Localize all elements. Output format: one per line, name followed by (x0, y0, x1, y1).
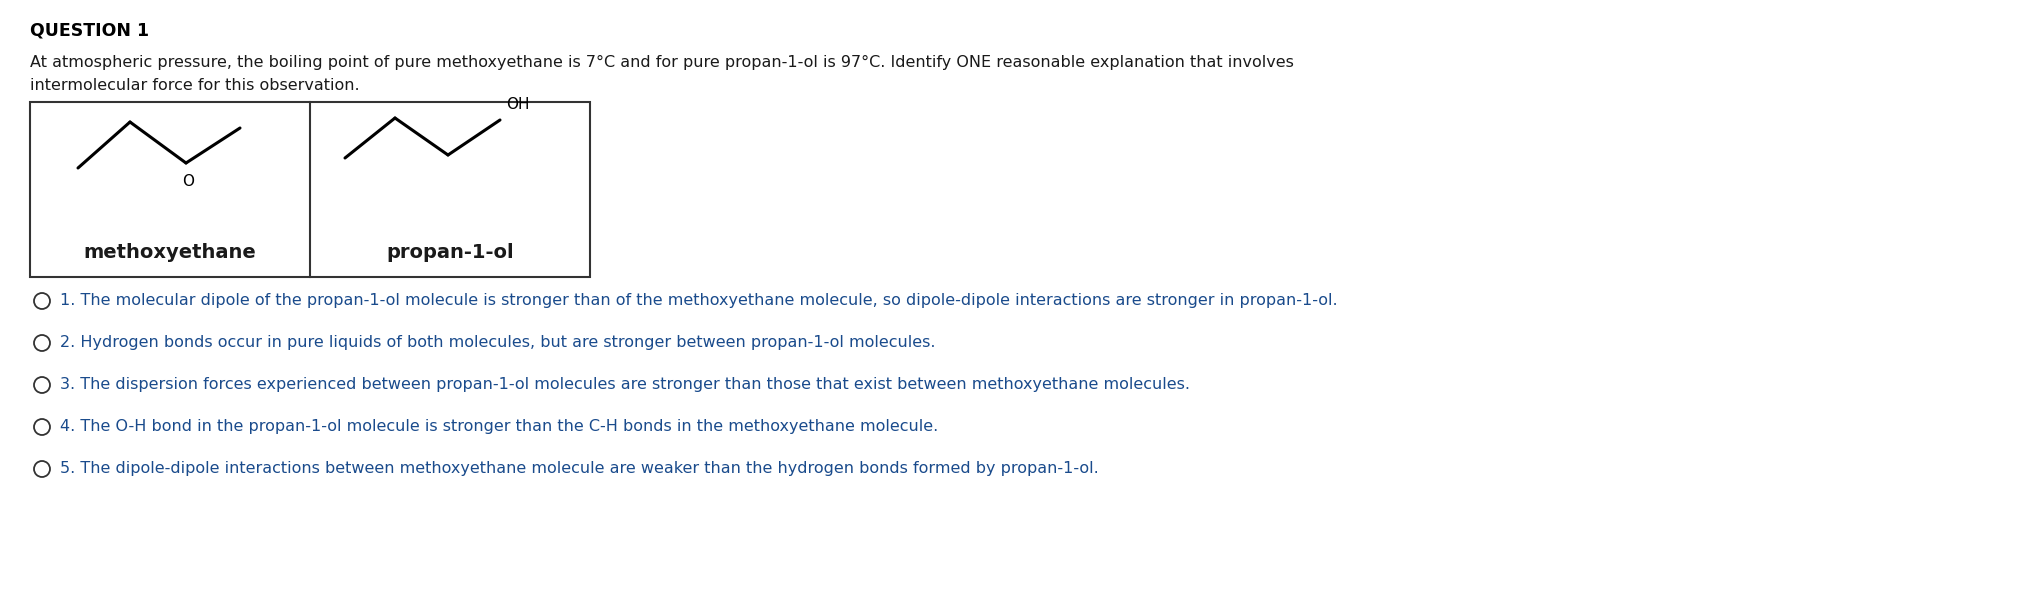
Circle shape (35, 419, 49, 435)
Text: QUESTION 1: QUESTION 1 (31, 22, 149, 40)
Circle shape (35, 461, 49, 477)
Text: 2. Hydrogen bonds occur in pure liquids of both molecules, but are stronger betw: 2. Hydrogen bonds occur in pure liquids … (59, 336, 936, 350)
Circle shape (35, 293, 49, 309)
Bar (31, 102, 591, 277)
Circle shape (35, 377, 49, 393)
Text: 3. The dispersion forces experienced between propan-1-ol molecules are stronger : 3. The dispersion forces experienced bet… (59, 378, 1190, 393)
Text: OH: OH (507, 97, 529, 112)
Circle shape (35, 335, 49, 351)
Text: O: O (182, 174, 194, 189)
Text: methoxyethane: methoxyethane (84, 243, 255, 262)
Text: 4. The O-H bond in the propan-1-ol molecule is stronger than the C-H bonds in th: 4. The O-H bond in the propan-1-ol molec… (59, 419, 938, 434)
Text: 5. The dipole-dipole interactions between methoxyethane molecule are weaker than: 5. The dipole-dipole interactions betwee… (59, 462, 1100, 476)
Text: 1. The molecular dipole of the propan-1-ol molecule is stronger than of the meth: 1. The molecular dipole of the propan-1-… (59, 293, 1337, 308)
Text: propan-1-ol: propan-1-ol (386, 243, 513, 262)
Text: intermolecular force for this observation.: intermolecular force for this observatio… (31, 78, 360, 93)
Text: At atmospheric pressure, the boiling point of pure methoxyethane is 7°C and for : At atmospheric pressure, the boiling poi… (31, 55, 1294, 70)
